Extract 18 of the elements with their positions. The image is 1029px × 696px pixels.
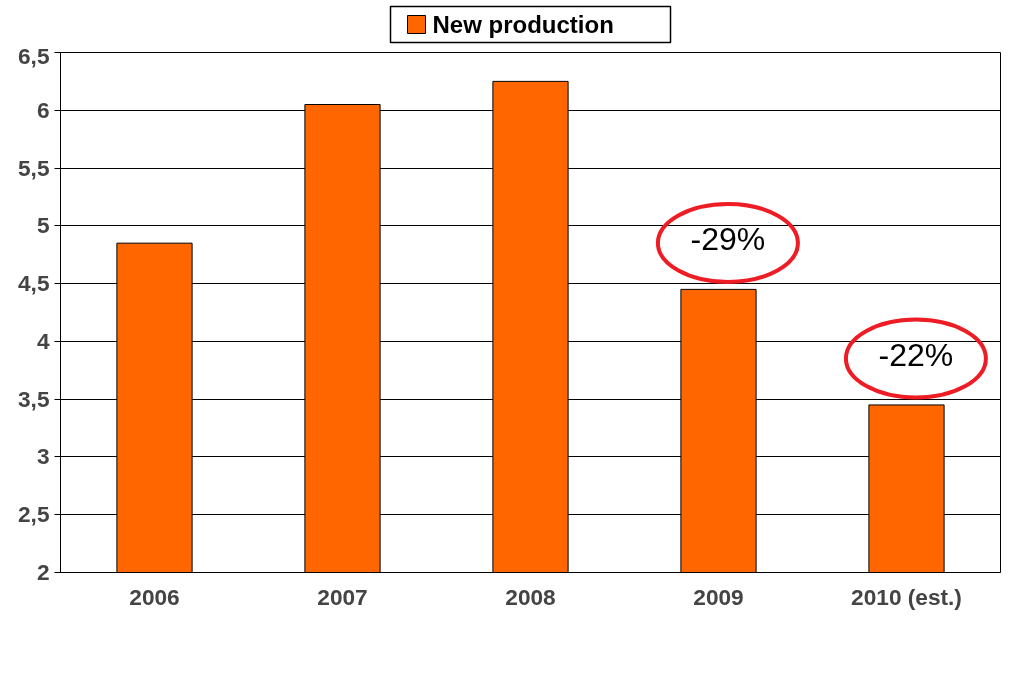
y-tick-label: 4,5: [18, 270, 50, 297]
x-tick-label: 2007: [317, 583, 368, 610]
x-tick-label: 2010 (est.): [851, 583, 962, 610]
x-tick-label: 2009: [693, 583, 744, 610]
y-tick-label: 6,5: [18, 42, 50, 69]
y-tick-label: 5,5: [18, 154, 50, 181]
x-tick-label: 2008: [505, 583, 556, 610]
x-tick-label: 2006: [129, 583, 180, 610]
y-tick-label: 4: [36, 327, 50, 354]
y-tick-label: 6: [36, 96, 50, 123]
y-tick-label: 5: [36, 212, 50, 239]
y-tick-label: 3: [36, 443, 50, 470]
annotation: -29%: [690, 221, 766, 258]
legend-label: New production: [432, 11, 614, 38]
y-tick-label: 3,5: [18, 385, 50, 412]
annotation: -22%: [878, 336, 954, 373]
y-tick-label: 2,5: [18, 501, 50, 528]
y-tick-label: 2: [36, 559, 50, 585]
